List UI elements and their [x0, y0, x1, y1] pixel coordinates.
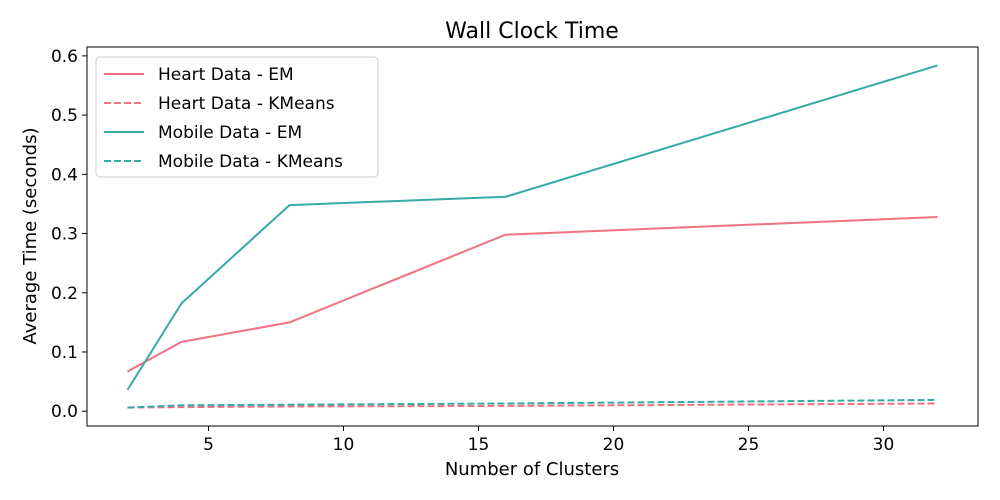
y-tick-label: 0.3: [51, 225, 78, 245]
legend: Heart Data - EM Heart Data - KMeans Mobile…: [95, 56, 379, 178]
plot-frame: [86, 46, 979, 427]
y-tick-label: 0.2: [51, 284, 78, 304]
x-tick-label: 25: [738, 435, 760, 455]
series-layer: [126, 64, 938, 409]
y-tick-label: 0.0: [51, 402, 78, 422]
x-axis: 5 10 15 20 25 30: [203, 426, 894, 455]
y-axis: 0.0 0.1 0.2 0.3 0.4 0.5 0.6: [51, 47, 87, 422]
series-line-heart-data-kmeans: [127, 402, 938, 409]
plot-area: [86, 46, 979, 427]
x-tick-label: 10: [333, 435, 355, 455]
legend-box: [95, 56, 379, 178]
x-tick-label: 5: [203, 435, 214, 455]
y-tick-label: 0.4: [51, 165, 78, 185]
legend-label: Mobile Data - KMeans: [158, 152, 343, 172]
x-tick-label: 30: [873, 435, 895, 455]
x-axis-label: Number of Clusters: [445, 459, 619, 480]
legend-label: Heart Data - KMeans: [158, 94, 335, 114]
series-line-mobile-data-em: [126, 64, 938, 391]
y-tick-label: 0.6: [51, 47, 78, 67]
y-tick-label: 0.5: [51, 106, 78, 126]
x-tick-label: 20: [603, 435, 625, 455]
legend-label: Mobile Data - EM: [158, 123, 302, 143]
x-tick-label: 15: [468, 435, 490, 455]
y-axis-label: Average Time (seconds): [20, 127, 41, 344]
series-line-mobile-data-kmeans: [127, 398, 938, 409]
legend-label: Heart Data - EM: [158, 65, 294, 85]
chart-title: Wall Clock Time: [445, 19, 619, 44]
series-line-heart-data-em: [127, 216, 938, 373]
y-tick-label: 0.1: [51, 343, 78, 363]
